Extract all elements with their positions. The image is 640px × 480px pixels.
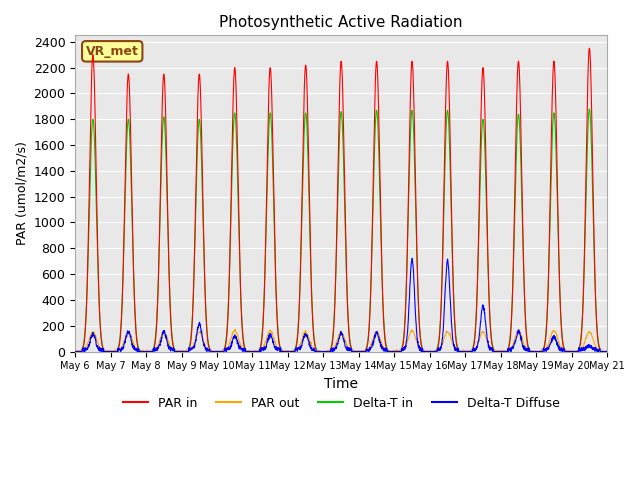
Y-axis label: PAR (umol/m2/s): PAR (umol/m2/s) [15, 142, 28, 245]
Text: VR_met: VR_met [86, 45, 139, 58]
X-axis label: Time: Time [324, 377, 358, 391]
Legend: PAR in, PAR out, Delta-T in, Delta-T Diffuse: PAR in, PAR out, Delta-T in, Delta-T Dif… [118, 392, 564, 415]
Title: Photosynthetic Active Radiation: Photosynthetic Active Radiation [220, 15, 463, 30]
